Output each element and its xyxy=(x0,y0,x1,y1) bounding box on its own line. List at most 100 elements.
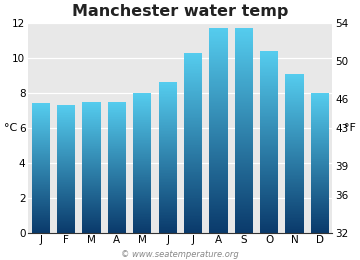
Bar xyxy=(133,151,152,152)
Bar xyxy=(235,202,253,203)
Bar xyxy=(209,104,228,105)
Bar xyxy=(260,119,278,120)
Bar xyxy=(260,229,278,230)
Bar xyxy=(235,229,253,230)
Bar xyxy=(209,50,228,51)
Bar xyxy=(209,198,228,199)
Bar xyxy=(82,157,101,158)
Bar xyxy=(285,201,303,202)
Bar xyxy=(184,163,202,164)
Bar xyxy=(260,189,278,190)
Bar xyxy=(133,212,152,213)
Bar xyxy=(57,208,75,209)
Bar xyxy=(260,132,278,133)
Bar xyxy=(57,183,75,184)
Bar xyxy=(260,151,278,152)
Bar xyxy=(184,191,202,192)
Bar xyxy=(311,182,329,183)
Bar xyxy=(184,225,202,226)
Bar xyxy=(235,139,253,140)
Bar xyxy=(133,189,152,190)
Bar xyxy=(184,138,202,139)
Bar xyxy=(133,156,152,157)
Bar xyxy=(57,136,75,137)
Bar xyxy=(260,110,278,111)
Bar xyxy=(209,105,228,106)
Bar xyxy=(158,182,177,183)
Bar xyxy=(133,128,152,129)
Bar xyxy=(311,118,329,119)
Bar xyxy=(285,163,303,164)
Bar xyxy=(311,196,329,197)
Bar xyxy=(133,118,152,119)
Bar xyxy=(285,132,303,133)
Bar xyxy=(235,103,253,104)
Bar xyxy=(285,190,303,191)
Bar xyxy=(209,226,228,228)
Bar xyxy=(158,207,177,208)
Bar xyxy=(184,122,202,123)
Bar xyxy=(57,213,75,214)
Bar xyxy=(184,153,202,154)
Bar xyxy=(57,145,75,146)
Bar xyxy=(285,162,303,163)
Bar xyxy=(285,123,303,124)
Bar xyxy=(184,136,202,137)
Bar xyxy=(133,95,152,96)
Bar xyxy=(260,193,278,194)
Bar xyxy=(184,110,202,111)
Bar xyxy=(108,132,126,133)
Bar xyxy=(32,136,50,137)
Bar xyxy=(285,198,303,199)
Bar xyxy=(32,113,50,114)
Bar xyxy=(209,116,228,117)
Bar xyxy=(57,161,75,162)
Bar xyxy=(285,200,303,201)
Bar xyxy=(260,108,278,109)
Bar xyxy=(184,123,202,124)
Bar xyxy=(108,201,126,202)
Bar xyxy=(57,177,75,178)
Bar xyxy=(158,222,177,223)
Bar xyxy=(260,201,278,202)
Bar xyxy=(82,138,101,139)
Bar xyxy=(57,185,75,186)
Bar xyxy=(158,85,177,86)
Bar xyxy=(158,217,177,218)
Bar xyxy=(209,212,228,213)
Bar xyxy=(260,208,278,209)
Bar xyxy=(209,69,228,70)
Bar xyxy=(108,165,126,166)
Bar xyxy=(235,63,253,64)
Bar xyxy=(285,202,303,203)
Bar xyxy=(235,199,253,200)
Bar xyxy=(57,232,75,233)
Bar xyxy=(209,193,228,194)
Bar xyxy=(235,150,253,151)
Bar xyxy=(184,109,202,110)
Bar xyxy=(158,97,177,98)
Bar xyxy=(158,131,177,132)
Bar xyxy=(82,193,101,194)
Bar xyxy=(82,153,101,154)
Bar xyxy=(57,157,75,158)
Bar xyxy=(108,141,126,142)
Bar xyxy=(184,107,202,108)
Bar xyxy=(235,181,253,183)
Bar xyxy=(133,211,152,212)
Bar xyxy=(82,111,101,112)
Bar xyxy=(32,161,50,162)
Bar xyxy=(108,183,126,184)
Bar xyxy=(235,206,253,207)
Bar xyxy=(285,217,303,218)
Bar xyxy=(285,156,303,157)
Bar xyxy=(158,211,177,212)
Bar xyxy=(82,136,101,137)
Bar xyxy=(260,118,278,119)
Bar xyxy=(82,186,101,187)
Bar xyxy=(108,218,126,219)
Bar xyxy=(209,201,228,202)
Bar xyxy=(32,129,50,130)
Bar xyxy=(158,130,177,131)
Bar xyxy=(108,157,126,158)
